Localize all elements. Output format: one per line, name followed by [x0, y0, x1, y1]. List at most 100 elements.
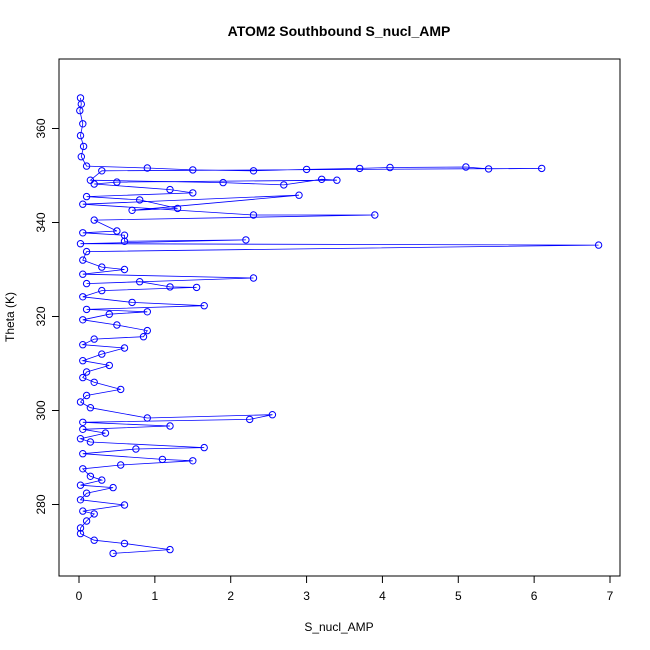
x-tick-label: 2 [227, 589, 234, 603]
data-point [132, 445, 140, 453]
data-point [189, 457, 197, 465]
data-point [189, 166, 197, 174]
data-point [86, 404, 95, 412]
data-point [136, 278, 144, 286]
data-point [90, 180, 98, 188]
data-point [82, 391, 91, 400]
y-axis-label: Theta (K) [3, 292, 17, 342]
data-point [356, 164, 364, 173]
data-point [318, 175, 326, 184]
data-point [79, 425, 87, 433]
data-point [594, 241, 603, 249]
data-point [86, 438, 95, 446]
data-point [79, 200, 87, 208]
data-point [82, 517, 91, 525]
data-point [120, 501, 129, 509]
data-point [98, 286, 106, 295]
data-point [143, 414, 152, 422]
data-point [90, 216, 98, 224]
data-point [76, 524, 85, 532]
series-line [79, 97, 599, 554]
data-point [79, 256, 87, 264]
data-point [82, 247, 91, 256]
data-point [79, 507, 87, 515]
data-point [200, 443, 208, 452]
data-point [82, 279, 91, 288]
data-point [79, 142, 88, 151]
data-point [219, 178, 227, 187]
data-point [90, 510, 98, 518]
data-point [98, 476, 106, 484]
data-point [192, 283, 201, 292]
x-tick-label: 6 [531, 589, 538, 603]
data-point [79, 229, 87, 237]
x-axis: 0 1 2 3 4 5 6 7 [76, 575, 614, 603]
data-point [173, 204, 182, 213]
data-point [105, 361, 114, 370]
data-point [484, 165, 493, 173]
data-point [249, 167, 258, 175]
data-point [79, 450, 87, 458]
data-point [371, 211, 379, 219]
data-point [82, 368, 91, 376]
y-tick-label: 280 [34, 494, 48, 514]
data-point [79, 120, 87, 128]
data-point [79, 270, 87, 278]
data-point [113, 321, 121, 329]
data-point [76, 240, 85, 248]
data-point [538, 164, 546, 173]
data-point [76, 481, 85, 489]
data-point [295, 191, 303, 199]
y-tick-label: 340 [34, 212, 48, 232]
data-point [200, 302, 208, 310]
data-point [90, 378, 98, 386]
data-point [166, 545, 174, 554]
data-point [386, 163, 394, 172]
data-point [82, 489, 91, 497]
data-point [117, 461, 125, 469]
data-point [113, 227, 121, 235]
x-tick-label: 1 [152, 589, 159, 603]
data-point [109, 483, 117, 492]
data-point [249, 274, 258, 282]
x-tick-label: 3 [303, 589, 310, 603]
data-point [249, 211, 258, 219]
data-point [79, 341, 87, 349]
data-point [136, 196, 144, 204]
data-point [79, 293, 87, 301]
data-point [82, 162, 91, 170]
data-point [120, 237, 129, 246]
data-point [166, 422, 174, 430]
y-tick-label: 360 [34, 118, 48, 138]
data-point [82, 305, 91, 314]
chart-title: ATOM2 Southbound S_nucl_AMP [228, 23, 451, 39]
data-point [76, 131, 85, 140]
data-point [166, 283, 174, 291]
data-point [77, 153, 86, 161]
data-point [166, 185, 174, 194]
data-point [76, 529, 85, 538]
data-point [79, 465, 87, 473]
data-point [76, 398, 85, 406]
data-point [113, 178, 121, 186]
data-point [76, 106, 84, 115]
data-point [302, 165, 311, 174]
data-point [86, 176, 95, 184]
data-point [117, 385, 125, 394]
y-axis: 280 300 320 340 360 [34, 118, 60, 515]
y-tick-label: 300 [34, 400, 48, 420]
data-point [98, 350, 106, 358]
data-point [79, 418, 87, 426]
x-tick-label: 4 [379, 589, 386, 603]
data-point [143, 308, 152, 316]
data-point [79, 373, 87, 382]
data-point [280, 181, 288, 189]
data-point [86, 472, 95, 480]
data-point [98, 167, 106, 175]
data-point [189, 189, 197, 197]
data-point [90, 536, 98, 544]
plot-frame [58, 58, 621, 577]
data-point [79, 316, 87, 324]
data-point [462, 163, 470, 171]
